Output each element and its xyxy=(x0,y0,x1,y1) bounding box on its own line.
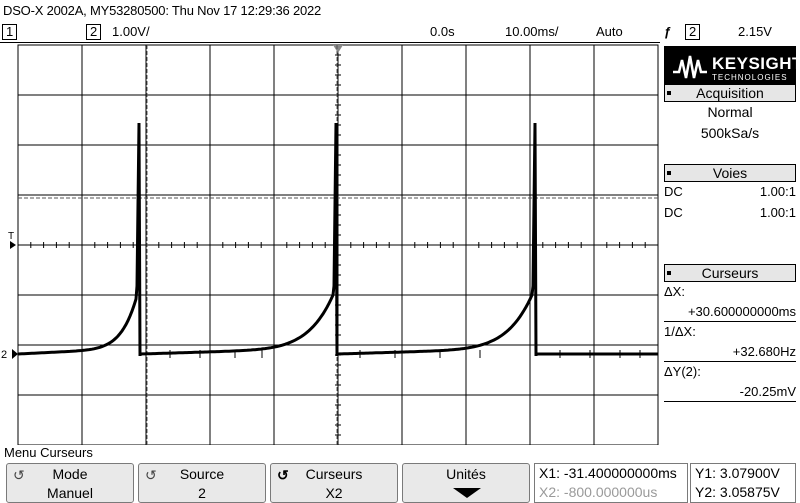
voie-2-ratio: 1.00:1 xyxy=(759,205,796,220)
keysight-logo: KEYSIGHT TECHNOLOGIES xyxy=(664,46,800,88)
softkey-bar: ↺ Mode Manuel ↺ Source 2 ↺ Curseurs X2 U… xyxy=(0,461,800,503)
channel-2-indicator[interactable]: 2 xyxy=(86,24,102,40)
status-row: 1 2 1.00V/ 0.0s 10.00ms/ Auto ƒ 2 2.15V xyxy=(0,22,800,42)
channel-2-scale: 1.00V/ xyxy=(112,24,150,39)
waveform-svg: T2 xyxy=(1,44,659,446)
voie-1-ratio: 1.00:1 xyxy=(759,184,796,199)
logo-brand: KEYSIGHT xyxy=(712,54,800,73)
voies-header: Voies xyxy=(664,164,796,182)
section-dot-icon xyxy=(667,271,671,275)
trigger-marker-label: T xyxy=(8,231,14,242)
units-softkey[interactable]: Unités xyxy=(402,463,530,503)
arrow-down-icon xyxy=(453,488,481,498)
divider xyxy=(664,401,796,402)
logo-sub: TECHNOLOGIES xyxy=(712,73,788,82)
acquisition-mode: Normal xyxy=(707,104,753,120)
info-panel: KEYSIGHT TECHNOLOGIES Acquisition Normal… xyxy=(660,42,800,445)
voie-2-coupling: DC xyxy=(664,205,683,220)
divider xyxy=(664,321,796,322)
cursor-x2-value: X2: -800.000000us xyxy=(539,484,658,500)
trigger-source: 2 xyxy=(685,24,701,40)
trigger-edge-icon: ƒ xyxy=(664,24,672,39)
trigger-mode: Auto xyxy=(596,24,623,39)
rotate-knob-icon: ↺ xyxy=(277,467,289,483)
cursor-y1-value: Y1: 3.07900V xyxy=(695,465,780,481)
cursor-x-readout: X1: -31.400000000ms X2: -800.000000us xyxy=(534,463,688,503)
rotate-knob-icon: ↺ xyxy=(145,467,157,483)
menu-title: Menu Curseurs xyxy=(4,445,93,460)
mode-softkey[interactable]: ↺ Mode Manuel xyxy=(6,463,134,503)
instrument-title: DSO-X 2002A, MY53280500: Thu Nov 17 12:2… xyxy=(3,3,322,18)
channel-2-ground-arrow xyxy=(12,349,18,359)
channel-2-marker-label: 2 xyxy=(1,349,7,361)
divider xyxy=(664,361,796,362)
curseurs-header: Curseurs xyxy=(664,264,796,282)
channel-2-trace xyxy=(17,122,658,357)
trigger-time-marker xyxy=(333,45,343,53)
rotate-knob-icon: ↺ xyxy=(13,467,25,483)
cursor-x1-value: X1: -31.400000000ms xyxy=(539,465,677,481)
channel-1-indicator[interactable]: 1 xyxy=(2,24,18,40)
trigger-marker-arrow xyxy=(10,241,16,249)
menu-title-bar: Menu Curseurs xyxy=(0,445,800,461)
cursors-softkey[interactable]: ↺ Curseurs X2 xyxy=(270,463,398,503)
horizontal-delay: 0.0s xyxy=(430,24,455,39)
voie-1-coupling: DC xyxy=(664,184,683,199)
timebase: 10.00ms/ xyxy=(505,24,559,39)
section-dot-icon xyxy=(667,91,671,95)
acquisition-header: Acquisition xyxy=(664,84,796,102)
section-dot-icon xyxy=(667,171,671,175)
cursor-y2-value: Y2: 3.05875V xyxy=(695,484,780,500)
keysight-wave-icon xyxy=(673,55,707,79)
cursor-y-readout: Y1: 3.07900V Y2: 3.05875V xyxy=(690,463,796,503)
source-softkey[interactable]: ↺ Source 2 xyxy=(138,463,266,503)
trigger-level: 2.15V xyxy=(738,24,772,39)
title-bar: DSO-X 2002A, MY53280500: Thu Nov 17 12:2… xyxy=(0,0,800,22)
acquisition-rate: 500kSa/s xyxy=(700,125,760,141)
